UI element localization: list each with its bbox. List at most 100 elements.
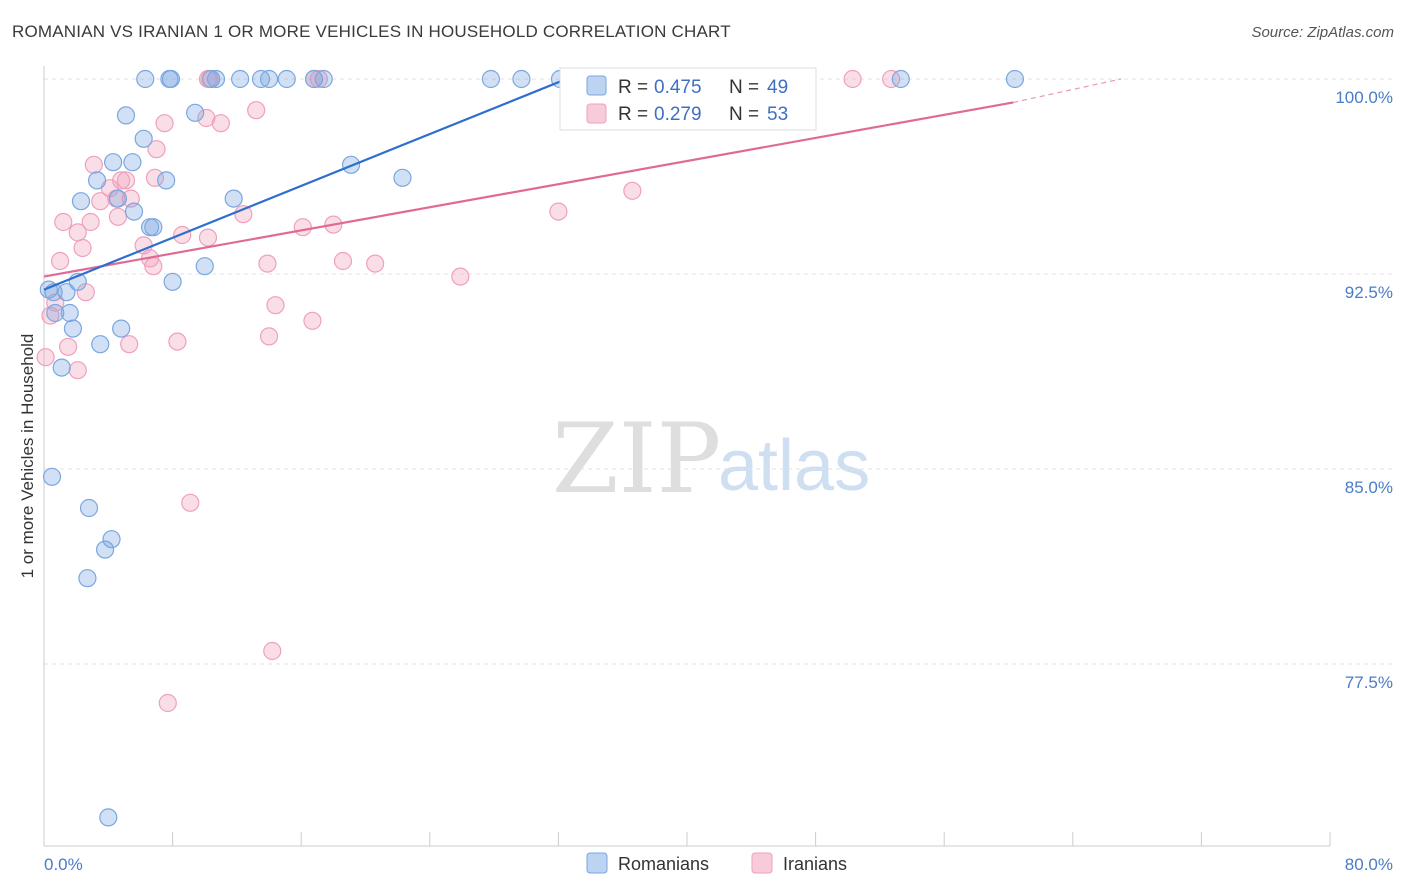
legend-r-label-iranians: R = — [618, 104, 648, 125]
bottom-legend-label-romanians: Romanians — [618, 854, 709, 874]
data-point-iranians — [116, 171, 136, 190]
data-point-iranians — [198, 228, 218, 247]
legend-n-label-iranians: N = — [729, 104, 759, 125]
x-tick-label-max: 80.0% — [1345, 855, 1393, 874]
data-point-iranians — [623, 181, 642, 200]
data-point-romanians — [99, 808, 118, 827]
data-point-romanians — [157, 171, 176, 190]
trend-line-romanians — [43, 72, 580, 291]
data-point-romanians — [160, 69, 179, 89]
gridlines — [44, 78, 1393, 665]
data-point-romanians — [134, 129, 153, 148]
data-point-iranians — [263, 641, 282, 661]
data-point-romanians — [277, 69, 296, 89]
data-point-romanians — [87, 171, 107, 190]
legend-r-label-romanians: R = — [618, 77, 648, 98]
data-point-iranians — [303, 311, 322, 330]
data-point-romanians — [91, 335, 110, 354]
data-point-iranians — [309, 69, 328, 89]
data-point-romanians — [79, 498, 99, 518]
data-point-iranians — [259, 327, 279, 346]
data-point-romanians — [512, 69, 531, 89]
data-point-iranians — [247, 101, 266, 120]
data-point-romanians — [393, 168, 412, 187]
data-point-romanians — [314, 69, 333, 89]
data-point-iranians — [333, 251, 353, 271]
data-point-iranians — [68, 361, 87, 380]
data-point-romanians — [39, 280, 58, 299]
data-point-romanians — [95, 540, 115, 559]
data-point-iranians — [145, 168, 165, 187]
y-axis-label: 1 or more Vehicles in Household — [18, 334, 37, 579]
data-point-romanians — [52, 358, 71, 377]
y-tick-labels: 77.5% 85.0% 92.5% 100.0% — [1335, 88, 1393, 692]
trend-lines — [43, 72, 1122, 291]
data-point-iranians — [68, 223, 87, 242]
data-point-romanians — [231, 69, 250, 89]
legend-n-value-iranians: 53 — [767, 104, 788, 125]
data-point-romanians — [60, 303, 79, 323]
data-point-romanians — [206, 69, 226, 89]
data-point-romanians — [1005, 69, 1025, 89]
y-tick-label: 85.0% — [1345, 478, 1393, 497]
legend-swatch-romanians — [586, 75, 607, 96]
data-point-iranians — [120, 335, 139, 354]
data-point-romanians — [481, 69, 500, 89]
data-point-romanians — [123, 153, 142, 172]
data-point-romanians — [136, 69, 155, 89]
bottom-legend-label-iranians: Iranians — [783, 854, 847, 874]
data-point-romanians — [163, 272, 182, 291]
data-point-iranians — [59, 337, 78, 356]
data-point-romanians — [63, 319, 83, 338]
x-tick-label-min: 0.0% — [44, 855, 83, 874]
data-point-iranians — [84, 155, 103, 174]
y-tick-label: 100.0% — [1335, 88, 1393, 107]
data-point-iranians — [451, 267, 470, 286]
data-point-iranians — [158, 693, 177, 713]
correlation-legend: R = 0.475 N = 49 R = 0.279 N = 53 — [559, 67, 817, 131]
data-point-iranians — [168, 332, 187, 351]
watermark-atlas: atlas — [718, 426, 870, 506]
data-point-romanians — [71, 192, 91, 211]
trend-line-iranians-extension — [1013, 78, 1122, 103]
data-point-romanians — [42, 467, 62, 486]
data-point-iranians — [181, 493, 200, 512]
bottom-legend-swatch-romanians — [586, 852, 608, 874]
data-point-romanians — [304, 69, 324, 89]
data-point-iranians — [549, 202, 568, 221]
data-point-iranians — [843, 69, 862, 89]
data-point-iranians — [211, 114, 230, 133]
data-point-iranians — [155, 114, 174, 133]
data-point-romanians — [102, 530, 121, 549]
legend-n-label-romanians: N = — [729, 77, 759, 98]
bottom-legend-swatch-iranians — [751, 852, 773, 874]
data-point-romanians — [195, 257, 214, 276]
data-point-iranians — [73, 238, 92, 258]
data-point-iranians — [147, 140, 166, 159]
data-point-romanians — [259, 69, 279, 89]
source-credit: Source: ZipAtlas.com — [1251, 24, 1394, 41]
data-point-romanians — [78, 569, 97, 588]
data-point-romanians — [891, 69, 910, 89]
romanians-points — [39, 69, 1025, 827]
chart-title: ROMANIAN VS IRANIAN 1 OR MORE VEHICLES I… — [12, 22, 731, 41]
data-point-romanians — [57, 283, 76, 302]
iranians-points — [36, 69, 901, 713]
axes — [43, 66, 1331, 847]
data-point-iranians — [882, 69, 901, 89]
data-point-iranians — [41, 306, 60, 325]
data-point-iranians — [91, 192, 110, 211]
data-point-iranians — [266, 296, 285, 315]
legend-n-value-romanians: 49 — [767, 77, 788, 98]
y-tick-label: 77.5% — [1345, 673, 1393, 692]
data-point-romanians — [112, 319, 131, 338]
trend-line-iranians — [43, 101, 1014, 278]
legend-r-value-romanians: 0.475 — [654, 77, 702, 98]
data-point-iranians — [50, 251, 70, 271]
data-point-iranians — [366, 254, 385, 273]
data-point-iranians — [108, 207, 128, 226]
data-point-romanians — [108, 189, 128, 208]
data-point-romanians — [104, 153, 123, 172]
data-point-iranians — [258, 254, 277, 273]
